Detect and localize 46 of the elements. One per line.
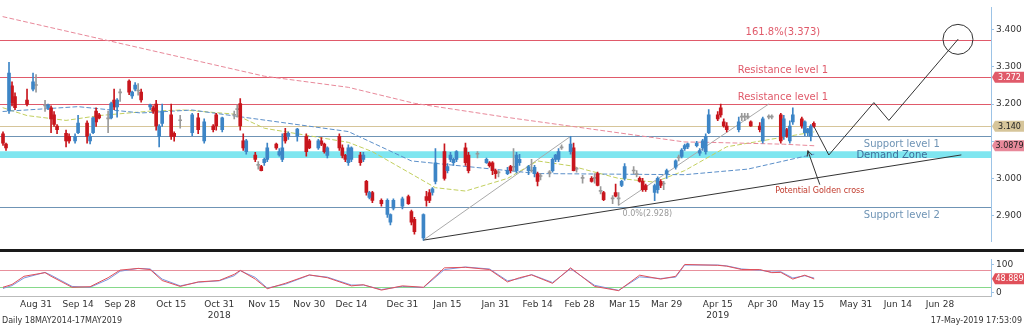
x-tick-label: May 15 <box>791 298 825 309</box>
text: Daily 18MAY2014-17MAY2019 <box>2 316 123 325</box>
annotation: 0.0%(2.928) <box>622 209 673 219</box>
x-tick-label: Sep 14 <box>62 298 94 309</box>
y-tick-label: 3.400 <box>996 24 1023 35</box>
x-tick-label: Apr 15 2019 <box>702 298 733 320</box>
x-tick-label: Jan 15 <box>432 298 462 309</box>
x-tick-label: Feb 14 <box>522 298 553 309</box>
x-tick-label: Nov 15 <box>248 298 281 309</box>
x-tick-label: Aug 31 <box>20 298 52 309</box>
x-tick-label: May 31 <box>839 298 873 309</box>
ref-line-label: Resistance level 1 <box>737 90 829 102</box>
ref-line-label: Resistance level 1 <box>737 63 829 75</box>
x-tick-label: Mar 29 <box>651 298 683 309</box>
y-tick-label: 100 <box>996 258 1014 269</box>
x-tick-label: Apr 30 <box>747 298 778 309</box>
x-tick-label: Jan 31 <box>480 298 510 309</box>
x-tick-label: Sep 28 <box>104 298 137 309</box>
annotation: Potential Golden cross <box>775 185 865 195</box>
ref-line-label: 161.8%(3.373) <box>745 26 821 38</box>
x-tick-label: Jun 14 <box>882 298 913 309</box>
y-tick-label: 3.300 <box>996 61 1023 72</box>
candlestick <box>25 88 29 107</box>
line-series <box>2 107 815 192</box>
annotation: 3.0879 <box>995 141 1024 151</box>
x-tick-label: Jun 28 <box>924 298 955 309</box>
ref-line-label: Support level 2 <box>863 208 940 220</box>
annotation: 3.272 <box>998 72 1021 82</box>
text: 17-May-2019 17:53:09 <box>930 316 1022 325</box>
annotation: 3.140 <box>998 121 1021 131</box>
ref-line-label: Support level 1 <box>863 137 940 149</box>
y-tick-label: 2.900 <box>996 209 1023 220</box>
x-tick-label: Oct 15 <box>156 298 187 309</box>
x-tick-label: Mar 15 <box>608 298 641 309</box>
x-tick-label: Nov 30 <box>293 298 326 309</box>
x-tick-label: Oct 31 2018 <box>204 298 235 320</box>
band-label: Demand Zone <box>856 149 928 161</box>
line-series <box>2 106 815 176</box>
x-tick-label: Dec 14 <box>335 298 368 309</box>
x-tick-label: Feb 28 <box>564 298 595 309</box>
annotation: 48.889 <box>995 274 1024 284</box>
x-tick-label: Dec 31 <box>386 298 419 309</box>
candlestick <box>178 114 183 129</box>
y-tick-label: 3.000 <box>996 172 1023 183</box>
y-tick-label: 0 <box>996 286 1002 297</box>
y-tick-label: 3.200 <box>996 98 1023 109</box>
